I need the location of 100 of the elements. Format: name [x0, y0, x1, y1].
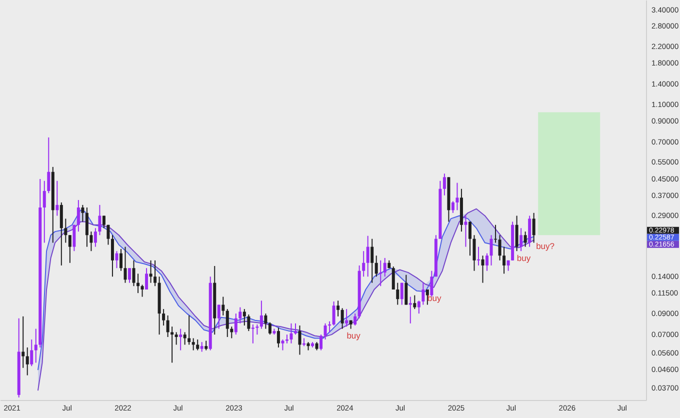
- candlestick: [374, 255, 378, 278]
- candlestick: [238, 306, 242, 324]
- candlestick: [281, 338, 284, 351]
- candlestick: [481, 255, 484, 284]
- candlestick: [524, 231, 527, 248]
- candlestick: [413, 294, 416, 310]
- candlestick: [42, 180, 46, 244]
- candlestick: [290, 322, 293, 344]
- candlestick: [298, 325, 302, 356]
- candlestick: [192, 338, 195, 351]
- candlestick: [362, 250, 366, 278]
- candlestick: [22, 316, 25, 368]
- candlestick: [149, 260, 152, 284]
- candlestick: [520, 228, 523, 252]
- candlestick: [132, 260, 136, 287]
- candlestick: [251, 324, 254, 344]
- candlestick: [222, 296, 225, 316]
- candlestick: [196, 338, 200, 351]
- candlestick: [426, 289, 429, 306]
- candlestick: [464, 215, 468, 248]
- candlestick: [256, 324, 259, 336]
- candlestick: [247, 314, 250, 332]
- candlestick: [119, 248, 122, 272]
- candlestick: [456, 182, 459, 211]
- candlestick: [276, 327, 280, 348]
- annotation: buy: [516, 252, 532, 263]
- candlestick: [383, 257, 386, 278]
- candlestick: [166, 314, 170, 338]
- candlestick: [179, 328, 182, 351]
- candlestick: [183, 332, 186, 346]
- candlestick: [264, 313, 268, 330]
- candlestick: [268, 322, 272, 336]
- candlestick: [110, 234, 114, 278]
- candlestick: [354, 313, 357, 326]
- candlestick: [115, 250, 118, 269]
- candlestick: [451, 200, 454, 214]
- candlestick: [336, 300, 340, 317]
- candlestick: [408, 296, 412, 324]
- candlestick: [370, 238, 374, 284]
- candlestick: [490, 234, 493, 266]
- candlestick: [47, 136, 50, 194]
- candlestick: [320, 334, 323, 351]
- candlestick: [486, 252, 489, 272]
- candlestick: [498, 234, 502, 261]
- candlestick: [404, 274, 408, 306]
- annotation: buy: [428, 292, 442, 303]
- candlestick: [396, 282, 400, 306]
- candlestick: [476, 246, 480, 266]
- candlestick: [85, 207, 88, 248]
- candlestick: [64, 218, 68, 244]
- candlestick: [502, 246, 506, 274]
- candlestick: [442, 173, 446, 196]
- candlestick: [400, 282, 404, 306]
- candlestick: [68, 234, 72, 264]
- candlestick: [124, 246, 127, 284]
- candlestick: [94, 228, 97, 248]
- candlestick: [422, 282, 425, 306]
- candlestick: [174, 332, 178, 346]
- annotation: buy: [346, 330, 362, 340]
- candlestick: [98, 204, 102, 236]
- candlestick: [76, 200, 80, 232]
- candlestick: [90, 231, 93, 252]
- candlestick: [324, 322, 327, 340]
- candlestick: [72, 224, 76, 252]
- candlestick: [345, 308, 348, 328]
- candlestick: [417, 300, 420, 314]
- candlestick: [56, 180, 59, 216]
- candlestick: [200, 342, 204, 352]
- candlestick: [30, 338, 34, 367]
- candlestick: [188, 314, 191, 346]
- candlestick: [204, 340, 208, 351]
- candlestick: [217, 304, 220, 330]
- candlestick: [226, 308, 229, 338]
- candlestick: [34, 328, 38, 364]
- candlestick: [145, 268, 148, 290]
- candlestick: [242, 308, 246, 326]
- candlestick: [332, 300, 336, 326]
- candlestick: [340, 308, 344, 330]
- candlestick: [294, 322, 297, 336]
- candlestick: [515, 215, 518, 252]
- candlestick: [81, 204, 84, 222]
- candlestick: [140, 284, 144, 298]
- candlestick: [154, 260, 157, 287]
- candlestick: [328, 320, 332, 333]
- annotation: buy?: [536, 240, 555, 251]
- candlestick: [234, 313, 238, 336]
- candlestick: [128, 268, 132, 284]
- candlestick: [472, 234, 476, 272]
- candlestick: [60, 202, 63, 266]
- candlestick: [392, 266, 395, 290]
- candlestick: [532, 212, 536, 244]
- candlestick: [106, 224, 110, 246]
- candlestick: [102, 215, 106, 229]
- candlestick: [170, 326, 174, 364]
- candlestick: [162, 308, 166, 326]
- candlestick: [366, 235, 370, 278]
- candlestick: [136, 273, 140, 294]
- candlestick: [260, 300, 263, 330]
- candlestick: [468, 221, 472, 256]
- candlestick: [26, 346, 29, 376]
